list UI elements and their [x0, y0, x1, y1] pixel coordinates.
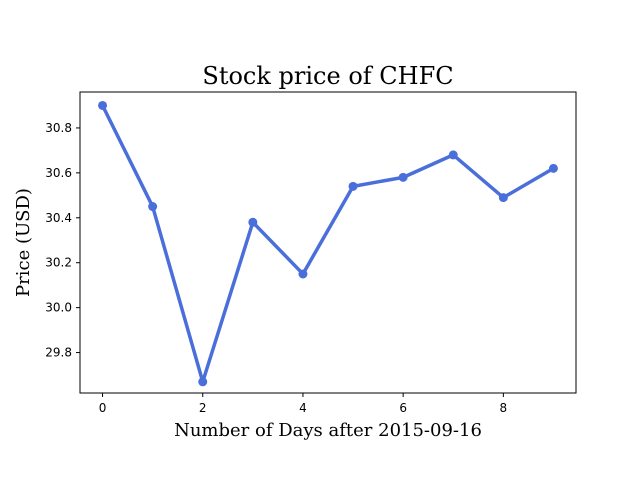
data-point — [398, 172, 408, 182]
y-axis-ticks: 29.8 30.0 30.2 30.4 30.6 30.8 — [45, 121, 80, 360]
chart-title: Stock price of CHFC — [202, 62, 453, 90]
series-line — [100, 103, 556, 384]
data-point — [298, 269, 308, 279]
x-tick-label: 4 — [299, 401, 307, 415]
y-tick-label: 30.8 — [45, 121, 72, 135]
x-tick-label: 0 — [99, 401, 107, 415]
data-point — [198, 377, 208, 387]
data-point — [148, 202, 158, 212]
x-tick-label: 6 — [399, 401, 407, 415]
data-point — [448, 150, 458, 160]
y-tick-label: 30.4 — [45, 211, 72, 225]
series-layer — [98, 100, 558, 387]
x-tick-label: 2 — [199, 401, 207, 415]
data-point — [498, 193, 508, 203]
y-tick-label: 30.2 — [45, 256, 72, 270]
y-axis-label: Price (USD) — [13, 188, 34, 297]
x-axis-label: Number of Days after 2015-09-16 — [174, 420, 482, 441]
y-tick-label: 30.6 — [45, 166, 72, 180]
x-tick-label: 8 — [500, 401, 508, 415]
data-point — [348, 181, 358, 191]
data-point — [548, 163, 558, 173]
data-point — [98, 100, 108, 110]
y-tick-label: 29.8 — [45, 346, 72, 360]
data-point — [248, 217, 258, 227]
plot-area-frame — [79, 91, 577, 394]
y-tick-label: 30.0 — [45, 301, 72, 315]
x-axis-ticks: 0 2 4 6 8 — [99, 393, 507, 415]
